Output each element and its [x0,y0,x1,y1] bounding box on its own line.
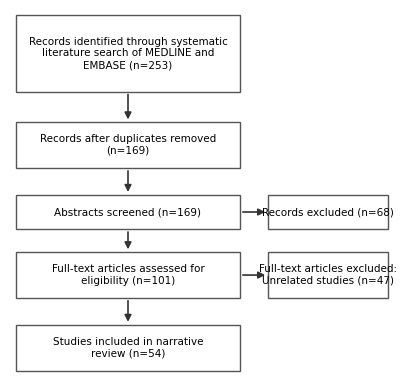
FancyBboxPatch shape [16,122,240,168]
FancyBboxPatch shape [16,252,240,298]
Text: Records excluded (n=68): Records excluded (n=68) [262,207,394,217]
Text: Full-text articles excluded:
Unrelated studies (n=47): Full-text articles excluded: Unrelated s… [259,264,397,286]
Text: Studies included in narrative
review (n=54): Studies included in narrative review (n=… [53,337,203,358]
FancyBboxPatch shape [268,195,388,229]
FancyBboxPatch shape [16,195,240,229]
Text: Records after duplicates removed
(n=169): Records after duplicates removed (n=169) [40,134,216,156]
FancyBboxPatch shape [16,325,240,371]
Text: Abstracts screened (n=169): Abstracts screened (n=169) [54,207,202,217]
Text: Records identified through systematic
literature search of MEDLINE and
EMBASE (n: Records identified through systematic li… [28,37,228,70]
FancyBboxPatch shape [16,15,240,92]
FancyBboxPatch shape [268,252,388,298]
Text: Full-text articles assessed for
eligibility (n=101): Full-text articles assessed for eligibil… [52,264,204,286]
